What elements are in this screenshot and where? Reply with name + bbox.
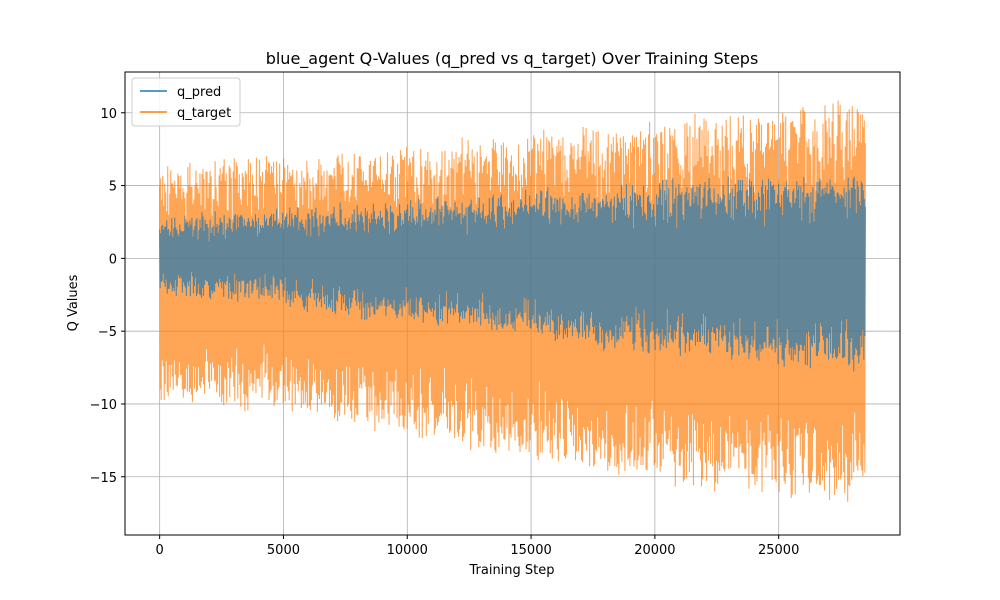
- y-tick-label: −10: [90, 398, 117, 413]
- y-axis-label: Q Values: [66, 274, 81, 331]
- legend: q_pred q_target: [131, 77, 241, 127]
- plot-frame: [124, 71, 901, 536]
- x-axis: 0 5000 10000 15000 20000 25000: [156, 535, 799, 558]
- x-tick-label: 15000: [510, 543, 551, 558]
- series-line-q_pred: [159, 176, 866, 372]
- y-tick-label: 10: [100, 107, 117, 122]
- x-axis-label: Training Step: [468, 563, 554, 578]
- y-tick-label: −15: [90, 471, 117, 486]
- y-tick-label: −5: [98, 325, 117, 340]
- y-tick-label: 5: [109, 180, 117, 195]
- legend-label-q_pred: q_pred: [177, 85, 221, 100]
- y-tick-label: 0: [109, 252, 117, 267]
- legend-label-q_target: q_target: [177, 106, 231, 121]
- x-tick-label: 20000: [634, 543, 675, 558]
- x-tick-label: 10000: [387, 543, 428, 558]
- x-tick-label: 25000: [758, 543, 799, 558]
- series-line-q_target: [159, 100, 866, 502]
- plot-area: [159, 100, 866, 502]
- x-tick-label: 0: [156, 543, 164, 558]
- chart-title: blue_agent Q-Values (q_pred vs q_target)…: [266, 49, 759, 69]
- x-tick-label: 5000: [267, 543, 300, 558]
- y-axis: 10 5 0 −5 −10 −15: [90, 107, 125, 486]
